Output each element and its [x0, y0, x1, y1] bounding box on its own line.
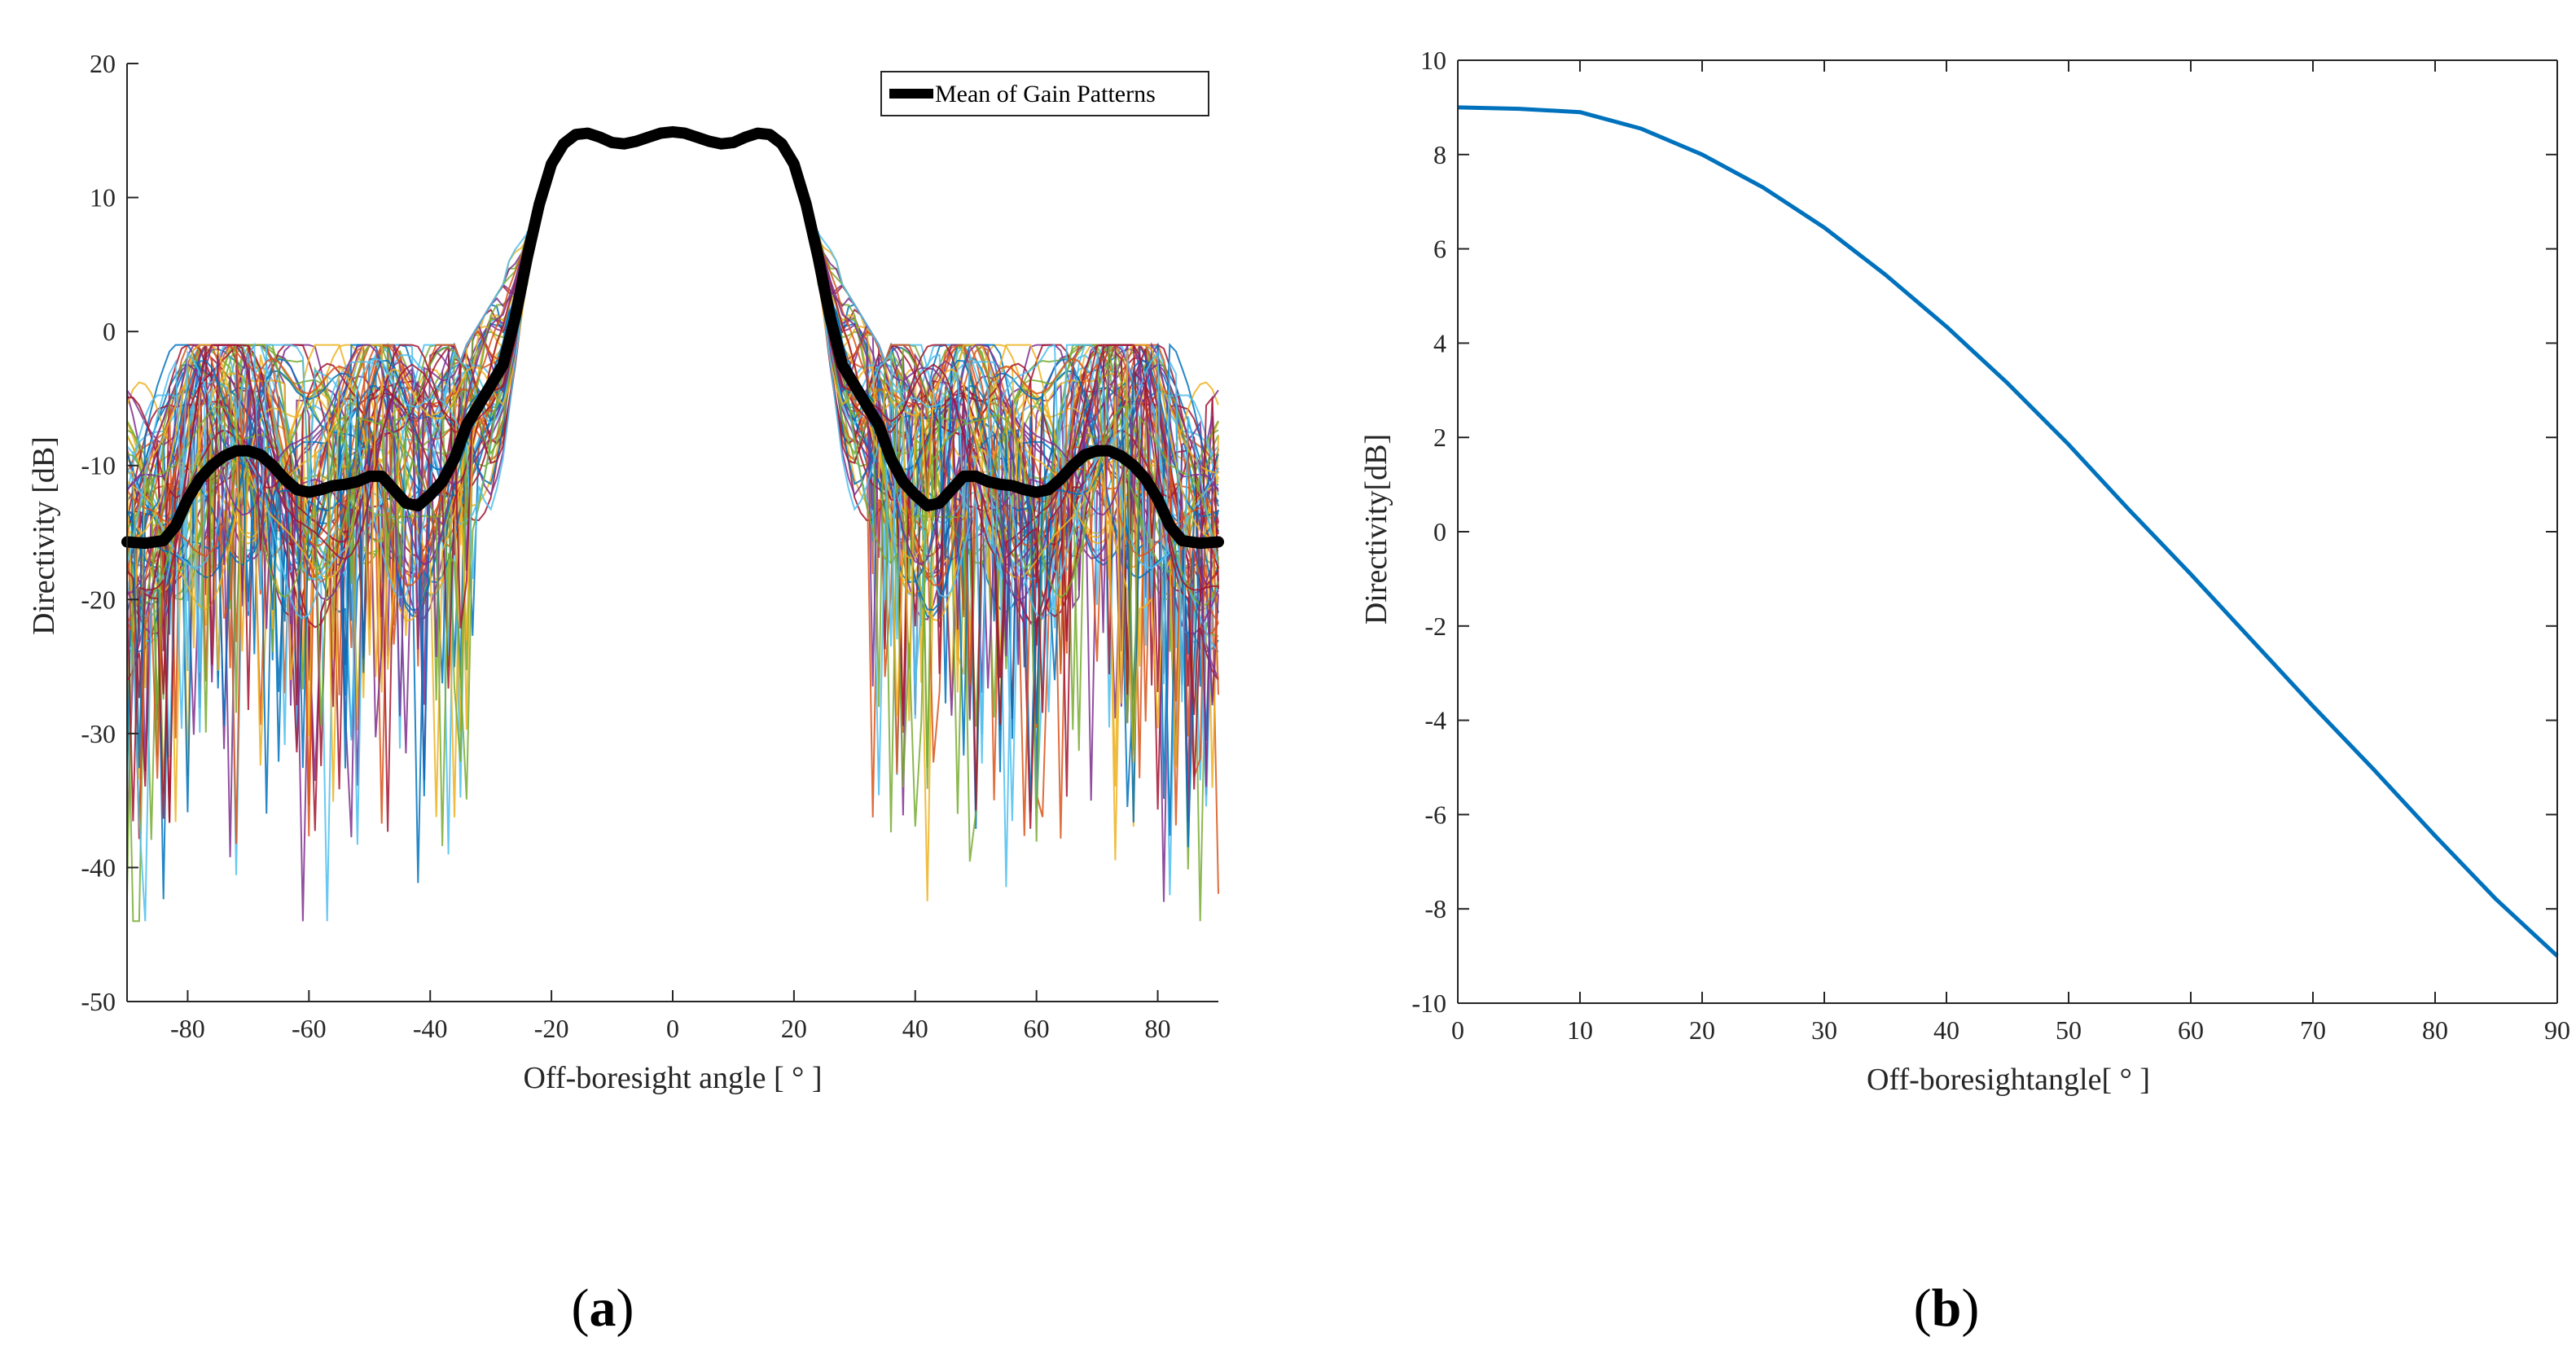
chart-a-x-tick-label: 60 — [1024, 1014, 1050, 1043]
chart-a-noise-traces — [126, 126, 1219, 923]
panel-label-a-letter: a — [590, 1278, 617, 1338]
chart-b-y-tick-label: 2 — [1433, 423, 1446, 452]
chart-a-x-tick-label: -60 — [292, 1014, 327, 1043]
chart-a-x-tick-label: -20 — [534, 1014, 569, 1043]
series-line-mean-of-gain-patterns — [121, 125, 1224, 550]
chart-a-x-tick-label: 20 — [781, 1014, 807, 1043]
chart-b-x-tick-label: 30 — [1811, 1015, 1837, 1045]
panel-label-b-open: ( — [1914, 1278, 1932, 1338]
chart-a-y-tick-label: 0 — [103, 317, 116, 346]
chart-a-y-tick-label: -30 — [81, 719, 116, 748]
panel-label-a-open: ( — [572, 1278, 590, 1338]
panel-label-a-close: ) — [617, 1278, 634, 1338]
chart-b-x-tick-label: 70 — [2300, 1015, 2326, 1045]
gain-pattern-trace — [126, 129, 1219, 894]
chart-b-y-tick-label: 10 — [1420, 46, 1446, 75]
chart-b-lines — [1457, 105, 2559, 958]
chart-a-x-tick-label: -40 — [413, 1014, 448, 1043]
chart-b-y-tick-label: -6 — [1424, 800, 1446, 829]
legend-label-mean-of-gain-patterns: Mean of Gain Patterns — [935, 81, 1156, 107]
gain-pattern-trace — [126, 128, 1219, 726]
chart-b-axes: 0 10 20 30 40 50 60 70 80 90 -10 -8 -6 -4 -2 0 2 4 6 8 10 — [1411, 46, 2570, 1045]
chart-a-y-tick-label: -10 — [81, 451, 116, 480]
chart-b-y-tick-label: -8 — [1424, 894, 1446, 923]
chart-a-y-axis-label: Directivity [dB] — [27, 436, 61, 635]
gain-pattern-trace — [126, 128, 1219, 818]
chart-b-y-axis-label: Directivity[dB] — [1359, 434, 1393, 625]
chart-a-axes: -80 -60 -40 -20 0 20 40 60 80 -50 -40 -30 -20 -10 0 10 2… — [81, 49, 1218, 1043]
chart-a-x-tick-label: 40 — [902, 1014, 928, 1043]
chart-a: -80 -60 -40 -20 0 20 40 60 80 -50 -40 -30 -20 -10 0 10 2… — [27, 49, 1224, 1095]
chart-b-x-tick-label: 50 — [2056, 1015, 2082, 1045]
chart-b-x-tick-label: 60 — [2178, 1015, 2204, 1045]
chart-b-x-tick-label: 90 — [2544, 1015, 2570, 1045]
chart-b-y-tick-label: -10 — [1411, 989, 1446, 1018]
chart-a-mean-line-group — [121, 125, 1224, 550]
chart-a-y-tick-label: 10 — [90, 183, 116, 213]
chart-b-y-tick-label: 8 — [1433, 140, 1446, 169]
chart-a-y-tick-label: -20 — [81, 585, 116, 614]
chart-b-y-tick-label: 0 — [1433, 517, 1446, 546]
chart-a-x-tick-label: 80 — [1145, 1014, 1171, 1043]
chart-b-x-axis-label: Off-boresightangle[ ° ] — [1867, 1063, 2150, 1097]
series-line-directivity — [1457, 105, 2559, 958]
chart-b-x-tick-label: 80 — [2422, 1015, 2448, 1045]
chart-b-y-tick-label: -4 — [1424, 706, 1446, 735]
chart-b: 0 10 20 30 40 50 60 70 80 90 -10 -8 -6 -4 -2 0 2 4 6 8 10 Of… — [1359, 46, 2570, 1097]
chart-b-y-tick-label: 4 — [1433, 328, 1446, 357]
chart-b-y-tick-label: 6 — [1433, 235, 1446, 264]
panel-label-b: (b) — [1914, 1278, 1980, 1338]
legend-box — [880, 71, 1209, 116]
chart-a-x-tick-label: -80 — [170, 1014, 205, 1043]
panel-label-a: (a) — [572, 1278, 634, 1338]
panel-label-b-letter: b — [1932, 1278, 1962, 1338]
chart-a-y-tick-label: -40 — [81, 853, 116, 882]
chart-a-y-tick-label: -50 — [81, 987, 116, 1016]
chart-a-x-axis-label: Off-boresight angle [ ° ] — [524, 1061, 823, 1095]
chart-b-x-tick-label: 10 — [1567, 1015, 1593, 1045]
chart-b-x-tick-label: 40 — [1933, 1015, 1959, 1045]
chart-b-x-tick-label: 20 — [1689, 1015, 1715, 1045]
chart-a-legend: Mean of Gain Patterns — [880, 71, 1209, 116]
chart-b-y-tick-label: -2 — [1424, 612, 1446, 641]
panel-label-b-close: ) — [1961, 1278, 1979, 1338]
chart-a-y-tick-label: 20 — [90, 49, 116, 78]
chart-b-x-tick-label: 0 — [1451, 1015, 1464, 1045]
chart-a-x-tick-label: 0 — [666, 1014, 679, 1043]
